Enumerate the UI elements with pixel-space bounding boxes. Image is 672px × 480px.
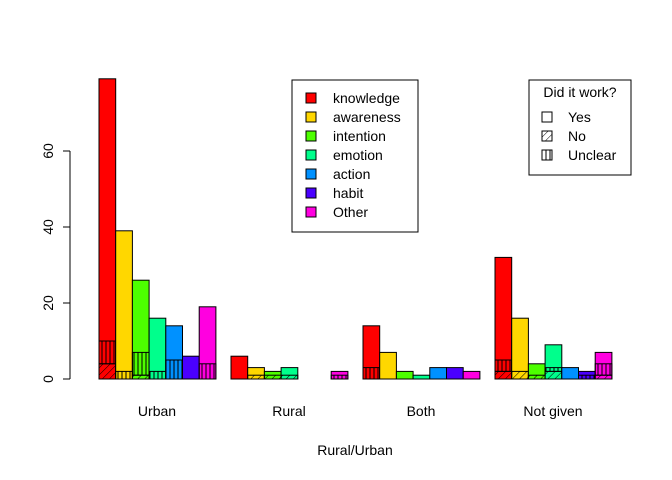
- y-ticks: 0 20 40 60: [40, 143, 70, 383]
- bar-not-given-awareness: [511, 317, 529, 380]
- legend-label-other: Other: [333, 204, 368, 220]
- legend-outcome-swatch-no: [541, 130, 553, 142]
- bar-both-emotion: [412, 374, 431, 380]
- bar-segment-no-not-given-knowledge: [494, 370, 513, 380]
- bar-segment-no-not-given-other: [594, 374, 613, 380]
- bar-both-awareness: [379, 351, 397, 380]
- bar-segment-unclear-urban-awareness: [115, 370, 133, 380]
- bar-both-other: [462, 370, 481, 380]
- legend-outcome-label-yes: Yes: [568, 109, 591, 125]
- bar-segment-unclear-not-given-emotion: [544, 367, 563, 372]
- legend-outcome: Did it work? Yes No Unclear: [528, 79, 632, 176]
- legend-label-action: action: [333, 166, 370, 182]
- legend-outcome-title: Did it work?: [543, 84, 616, 100]
- legend-label-emotion: emotion: [333, 147, 383, 163]
- bar-segment-unclear-urban-intention: [131, 351, 150, 376]
- legend-label-habit: habit: [333, 185, 363, 201]
- legend-label-knowledge: knowledge: [333, 90, 400, 106]
- bar-urban-habit: [182, 355, 200, 380]
- legend-swatch-habit: [305, 187, 317, 199]
- bar-segment-no-not-given-intention: [527, 374, 546, 380]
- bar-segment-unclear-not-given-knowledge: [494, 359, 513, 372]
- y-tick-label-60: 60: [40, 143, 56, 159]
- bar-segment-no-rural-emotion: [280, 374, 299, 380]
- bar-both-habit: [446, 367, 464, 380]
- legend-categories: knowledge awareness intention emotion action…: [291, 79, 419, 233]
- bars-layer: [98, 78, 613, 380]
- legend-outcome-label-unclear: Unclear: [568, 147, 617, 163]
- bar-segment-unclear-both-knowledge: [362, 367, 381, 380]
- legend-swatch-knowledge: [305, 92, 317, 104]
- bar-segment-no-not-given-emotion: [544, 370, 563, 380]
- y-tick-label-0: 0: [40, 375, 56, 383]
- legend-swatch-other: [305, 206, 317, 218]
- bar-not-given-action: [561, 367, 579, 380]
- bar-segment-no-rural-intention: [263, 374, 282, 380]
- legend-swatch-emotion: [305, 149, 317, 161]
- x-tick-labels: Urban Rural Both Not given: [138, 403, 583, 419]
- y-tick-label-20: 20: [40, 295, 56, 311]
- legend-outcome-label-no: No: [568, 128, 586, 144]
- bar-segment-unclear-rural-other: [330, 374, 349, 380]
- bar-both-intention: [395, 370, 414, 380]
- bar-segment-no-rural-awareness: [247, 374, 265, 380]
- legend-label-intention: intention: [333, 128, 386, 144]
- y-tick-label-40: 40: [40, 219, 56, 235]
- y-axis: 0 20 40 60: [40, 143, 71, 383]
- bar-segment-no-urban-intention: [131, 374, 150, 380]
- x-tick-label-not-given: Not given: [523, 403, 582, 419]
- bar-urban-knowledge: [98, 78, 117, 380]
- bar-segment-unclear-urban-other: [198, 363, 217, 380]
- legend-swatch-action: [305, 168, 317, 180]
- legend-label-awareness: awareness: [333, 109, 401, 125]
- legend-swatch-intention: [305, 130, 317, 142]
- bar-both-action: [429, 367, 447, 380]
- bar-segment-unclear-urban-knowledge: [98, 340, 117, 365]
- legend-swatch-awareness: [305, 111, 317, 123]
- bar-segment-unclear-not-given-habit: [578, 374, 596, 380]
- bar-segment-no-urban-knowledge: [98, 363, 117, 380]
- x-tick-label-urban: Urban: [138, 403, 176, 419]
- x-axis-label: Rural/Urban: [317, 442, 392, 458]
- bar-segment-no-not-given-awareness: [511, 370, 529, 380]
- bar-segment-unclear-urban-action: [165, 359, 184, 380]
- bar-urban-awareness: [115, 230, 133, 380]
- bar-segment-unclear-urban-emotion: [148, 370, 167, 380]
- bar-rural-knowledge: [230, 355, 249, 380]
- legend-outcome-swatch-unclear: [541, 149, 553, 161]
- bar-segment-unclear-not-given-other: [594, 363, 613, 376]
- x-tick-label-rural: Rural: [272, 403, 305, 419]
- legend-outcome-swatch-yes: [541, 111, 553, 123]
- bar-urban-emotion: [148, 317, 167, 380]
- x-tick-label-both: Both: [407, 403, 436, 419]
